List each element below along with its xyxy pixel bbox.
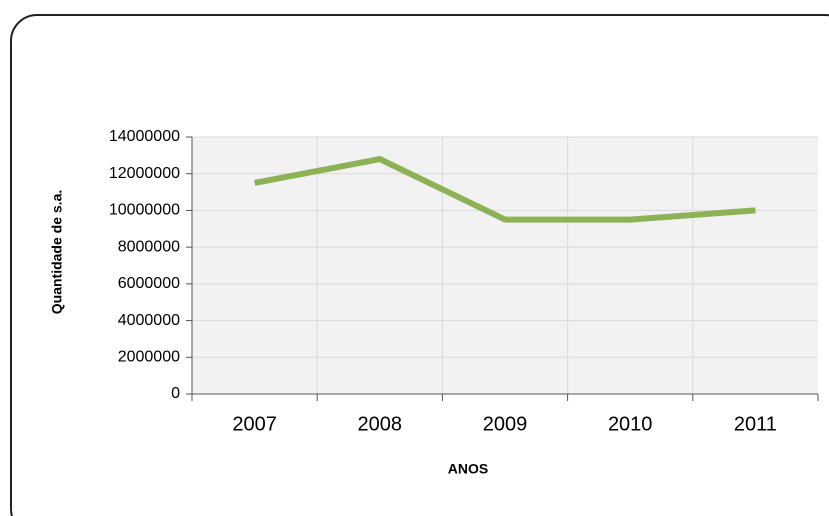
y-tick-label: 14000000	[109, 128, 180, 145]
y-axis-label: Quantidade de s.a.	[49, 190, 65, 314]
plot-area	[192, 137, 818, 394]
x-tick-label: 2010	[608, 413, 653, 435]
y-tick-label: 12000000	[109, 165, 180, 182]
y-tick-label: 2000000	[118, 349, 180, 366]
x-tick-label: 2011	[734, 413, 777, 435]
y-tick-label: 4000000	[118, 312, 180, 329]
x-axis-label: ANOS	[448, 461, 488, 477]
y-tick-label: 8000000	[118, 238, 180, 255]
x-tick-label: 2007	[232, 413, 277, 435]
y-tick-label: 10000000	[109, 202, 180, 219]
y-tick-label: 6000000	[118, 275, 180, 292]
data-line	[254, 156, 756, 223]
y-tick-label: 0	[171, 385, 180, 402]
x-tick-label: 2008	[358, 413, 403, 435]
x-tick-label: 2009	[483, 413, 528, 435]
